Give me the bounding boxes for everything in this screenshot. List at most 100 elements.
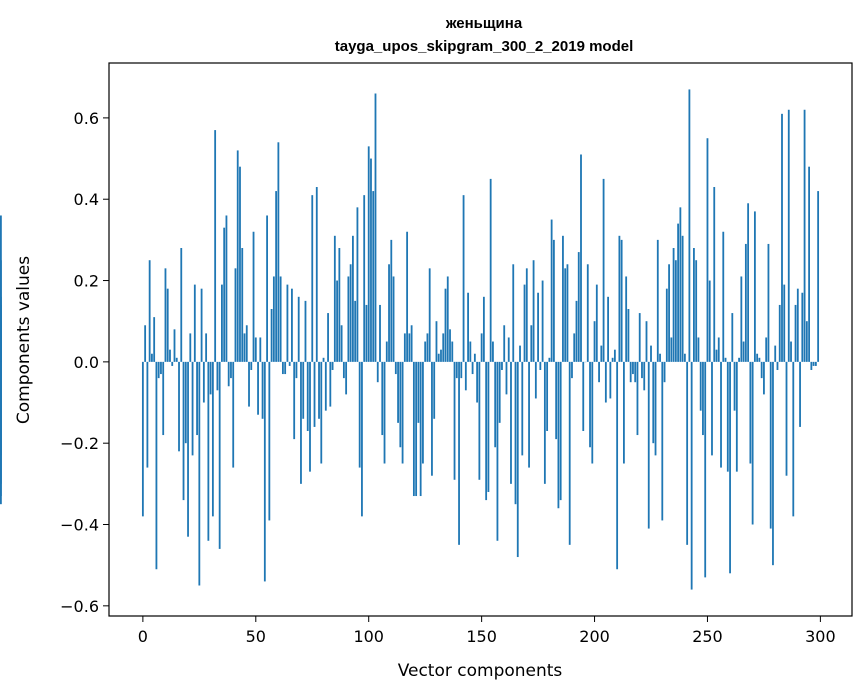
bar-209: [613, 349, 616, 362]
bar-135: [446, 276, 449, 362]
bar-138: [453, 361, 456, 480]
bar-7: [157, 361, 160, 379]
bar-249: [704, 361, 707, 578]
bar-168: [521, 361, 524, 456]
bar-166: [516, 361, 519, 558]
bar-158: [498, 361, 501, 423]
bar-78: [318, 361, 320, 419]
bar-213: [623, 361, 625, 464]
bar-169: [523, 284, 526, 362]
chart-title: женьщина: [445, 15, 523, 32]
bar-132: [440, 349, 442, 362]
bar-13: [171, 361, 174, 366]
bar-88: [340, 325, 343, 362]
bar-152: [485, 361, 488, 501]
bar-160: [503, 325, 506, 362]
bar-296: [810, 361, 813, 370]
bar-195: [582, 361, 585, 431]
bar-55: [266, 215, 268, 362]
bar-293: [803, 109, 806, 362]
bar-40: [232, 361, 235, 468]
bar-53: [261, 361, 264, 419]
bar-107: [383, 361, 386, 464]
bar-210: [616, 361, 619, 570]
bar-220: [638, 313, 641, 362]
bar-162: [507, 337, 510, 362]
bar-261: [731, 313, 734, 362]
bar-41: [234, 268, 237, 362]
bar-232: [665, 288, 668, 362]
bar-253: [713, 187, 716, 362]
bar-72: [304, 300, 307, 362]
bar-233: [668, 264, 670, 362]
bar-179: [546, 361, 549, 431]
bar-279: [772, 361, 774, 566]
bar-182: [552, 239, 555, 362]
bar-23: [193, 284, 196, 362]
bar-2: [146, 361, 149, 468]
bar-288: [792, 361, 795, 517]
bar-16: [178, 361, 180, 452]
bar-299: [817, 191, 820, 362]
bar-82: [327, 313, 329, 362]
bar-201: [595, 284, 598, 362]
bar-175: [537, 292, 539, 362]
bar-34: [218, 361, 221, 549]
bar-117: [406, 231, 409, 362]
bar-212: [620, 239, 623, 362]
bar-167: [519, 345, 521, 362]
bar-96: [358, 361, 361, 468]
bar-170: [525, 268, 528, 362]
bar-150: [480, 333, 483, 362]
bar-33: [216, 361, 219, 391]
bar-215: [627, 309, 630, 362]
bar-39: [230, 361, 232, 379]
bar-231: [663, 361, 666, 383]
bar-189: [568, 361, 571, 545]
bar-184: [557, 361, 560, 509]
bar-28: [205, 333, 208, 362]
bar-263: [735, 361, 738, 472]
bar-161: [505, 361, 508, 395]
bar-148: [476, 361, 479, 403]
bar-230: [661, 361, 664, 521]
bar-106: [381, 361, 384, 436]
bar-142: [462, 195, 465, 362]
bar-224: [647, 361, 650, 529]
bar-59: [275, 191, 278, 362]
bar-266: [742, 341, 745, 362]
bar-218: [634, 361, 637, 383]
bar-278: [769, 361, 772, 529]
bar-85: [333, 235, 336, 362]
bar-202: [598, 361, 600, 383]
bar-57: [270, 309, 273, 362]
bar-219: [636, 361, 639, 436]
bar-203: [600, 345, 603, 362]
bar-164: [512, 264, 515, 362]
bar-284: [783, 284, 786, 362]
bar-268: [747, 203, 750, 362]
bar-206: [607, 296, 609, 362]
bar-178: [543, 361, 546, 484]
bar-200: [593, 321, 596, 362]
bar-109: [388, 264, 390, 362]
bar-42: [236, 150, 239, 362]
bar-90: [345, 361, 348, 395]
bar-234: [670, 337, 673, 362]
bar-130: [435, 321, 438, 362]
bar-110: [390, 239, 393, 362]
bar-251: [708, 280, 711, 362]
bar-64: [286, 284, 289, 362]
bar-267: [744, 243, 747, 362]
bar-128: [431, 361, 433, 476]
bar-295: [808, 166, 810, 362]
x-tick-label-100: 100: [353, 627, 384, 646]
bar-37: [225, 215, 228, 362]
bar-129: [433, 361, 436, 419]
bar-120: [412, 361, 415, 497]
bar-44: [241, 248, 244, 362]
bar-29: [207, 361, 210, 541]
bar-113: [397, 361, 399, 423]
bar-174: [534, 361, 537, 399]
bar-155: [492, 341, 494, 362]
